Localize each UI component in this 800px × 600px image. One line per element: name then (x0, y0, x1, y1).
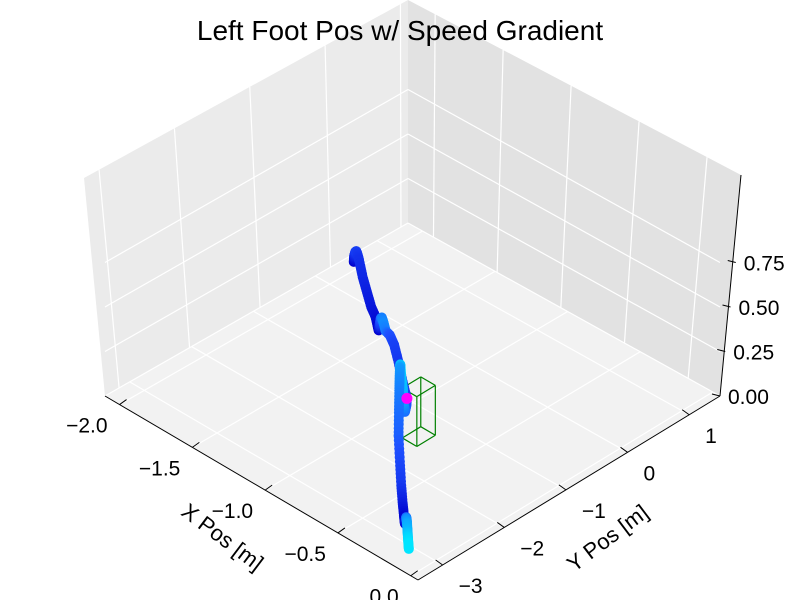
y-tick-label: −3 (459, 575, 483, 598)
y-wall-gridline (432, 14, 436, 238)
x-tick (337, 527, 346, 534)
obstacle-box-edge (401, 426, 422, 439)
y-wall-gridline (687, 157, 708, 379)
obstacle-box-edge (420, 426, 436, 436)
z-tick (722, 304, 731, 308)
x-tick-label: −2.0 (66, 415, 107, 438)
y-tick-label: 0 (644, 462, 656, 485)
y-axis-line (417, 395, 721, 581)
x-tick (410, 570, 419, 577)
z-gridline (407, 133, 721, 308)
x-axis-line (104, 395, 419, 581)
back-right-pane (408, 0, 741, 396)
x-tick (192, 441, 200, 448)
z-gridline (104, 133, 409, 308)
z-tick-label: 0.75 (744, 253, 785, 276)
y-wall-gridline (623, 121, 640, 344)
y-gridline (129, 381, 443, 566)
obstacle-box-edge (401, 437, 418, 448)
y-tick (620, 446, 628, 453)
axis-panes (84, 0, 741, 580)
y-axis-title: Y Pos [m] (562, 499, 653, 576)
x-wall-gridline (324, 45, 332, 268)
y-tick (681, 409, 690, 416)
obstacle-box-edge (416, 384, 436, 398)
z-tick-label: 0.00 (728, 386, 769, 409)
x-gridline (410, 391, 714, 577)
y-tick (496, 522, 505, 528)
y-tick (435, 559, 443, 566)
y-tick-label: −1 (582, 500, 606, 523)
trajectory-point (403, 543, 414, 554)
chart-title: Left Foot Pos w/ Speed Gradient (197, 15, 603, 46)
z-tick (711, 393, 721, 397)
obstacle-box-edge (416, 434, 436, 448)
x-gridline (192, 270, 496, 448)
y-tick-label: −2 (520, 537, 544, 560)
z-tick (717, 349, 726, 352)
y-gridline (191, 346, 505, 528)
x-tick-label: −1.5 (139, 457, 180, 480)
x-gridline (119, 230, 423, 406)
z-gridline (407, 88, 721, 264)
x-wall-gridline (249, 86, 261, 308)
x-tick (119, 399, 127, 405)
axis-lines: −2.0 −1.5 −1.0 −0.5 0.0 −3 −2 −1 0 1 0.00 0.25 0.50 0… (66, 174, 785, 600)
z-tick-label: 0.25 (733, 342, 774, 365)
z-gridline (407, 177, 721, 353)
marker-point (401, 392, 413, 404)
y-tick (558, 484, 567, 491)
x-wall-gridline (98, 169, 120, 389)
x-gridline (337, 351, 641, 534)
z-gridline (104, 88, 409, 264)
x-tick (264, 484, 273, 491)
x-tick-label: −0.5 (284, 543, 325, 566)
z-gridline (104, 177, 409, 353)
x-tick-label: −1.0 (212, 500, 253, 523)
x-tick-label: 0.0 (370, 586, 399, 600)
y-tick-label: 1 (705, 425, 717, 448)
obstacle-box-edge (420, 376, 436, 386)
y-gridline (376, 240, 690, 416)
z-tick-label: 0.50 (739, 297, 780, 320)
data-layer (348, 246, 436, 554)
y-wall-gridline (560, 85, 572, 308)
z-tick (727, 260, 736, 263)
x-wall-gridline (173, 128, 191, 348)
y-wall-gridline (496, 49, 504, 273)
z-axis-line (719, 174, 742, 397)
z-gridline (407, 222, 721, 397)
